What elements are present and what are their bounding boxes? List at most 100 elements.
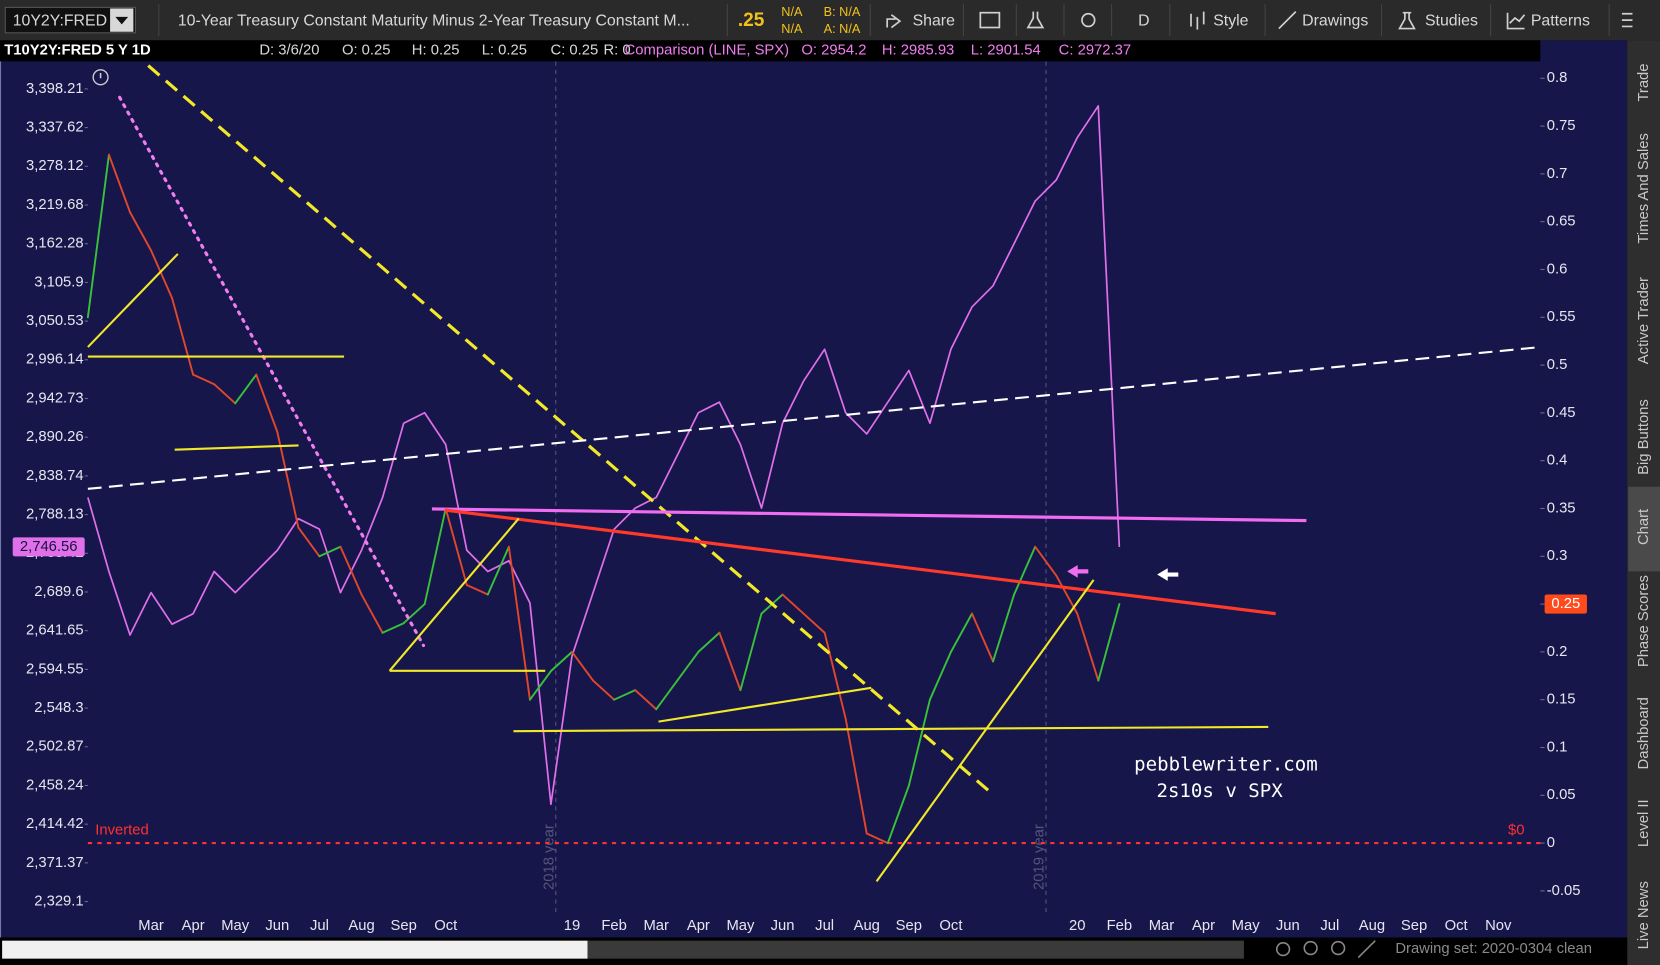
share-icon[interactable] (886, 14, 902, 29)
y-tick-label: 2,788.13 (26, 506, 84, 522)
y-tick-label: 3,105.9 (34, 274, 83, 290)
sidebar-tab[interactable]: Big Buttons (1636, 399, 1652, 475)
drawings-icon[interactable] (1278, 11, 1297, 30)
sidebar-tab[interactable]: Dashboard (1636, 697, 1652, 769)
zoom-in-icon[interactable] (1303, 940, 1318, 956)
series-segment (339, 545, 363, 596)
studies-icon[interactable] (1398, 11, 1416, 30)
scroll-track[interactable] (2, 940, 588, 959)
series-segment (507, 545, 531, 701)
y2-tick-label: 0.2 (1547, 644, 1568, 660)
sidebar-tab[interactable]: Phase Scores (1636, 575, 1652, 667)
symbol[interactable]: 10Y2Y:FRED (13, 12, 107, 29)
flask-icon[interactable] (1026, 11, 1045, 29)
drawings (87, 64, 1541, 883)
x-tick-label: Jul (815, 918, 834, 934)
trend-line (658, 686, 872, 723)
y-tick-label: 3,278.12 (26, 158, 84, 174)
x-tick-label: Apr (182, 918, 205, 934)
trend-line (388, 517, 520, 672)
series-segment (907, 698, 931, 787)
crosshair-icon[interactable] (1275, 941, 1291, 957)
y2-tick-label: 0.4 (1547, 453, 1568, 469)
trend-line (118, 95, 426, 648)
sidebar-tab[interactable]: Trade (1636, 63, 1652, 101)
series-segment (423, 507, 447, 606)
toolbar-button[interactable]: Share (913, 12, 956, 29)
y2-tick-label: 0.7 (1547, 166, 1568, 182)
sidebar-tab[interactable]: Active Trader (1636, 277, 1652, 364)
zoom-out-icon[interactable] (1331, 940, 1346, 956)
y2-tick-label: 0.65 (1547, 214, 1576, 230)
legend-stat: D: 3/6/20 (259, 43, 319, 59)
x-tick-label: Oct (1445, 918, 1468, 934)
plot-bg (0, 40, 1628, 938)
y2-tick-label: 0.45 (1547, 405, 1576, 421)
footer-icons (1275, 940, 1376, 959)
legend-stat: H: 2985.93 (882, 43, 954, 59)
toolbar-button[interactable]: D (1138, 12, 1149, 29)
series-segment (592, 679, 616, 701)
series-segment (781, 593, 805, 615)
quote: N/A (781, 22, 803, 36)
y2-tick-label: 0.15 (1547, 692, 1576, 708)
x-tick-label: May (1232, 918, 1261, 934)
y2-tick-label: 0.5 (1547, 357, 1568, 373)
legend-stat: L: 0.25 (482, 43, 527, 59)
legend-stat: H: 0.25 (412, 43, 460, 59)
series-segment (655, 679, 679, 711)
y-tick-label: 2,689.6 (34, 584, 83, 600)
x-tick-label: Mar (1149, 918, 1175, 934)
legend-bar (0, 40, 1541, 62)
series-segment (844, 717, 868, 835)
y-tick-label: 2,502.87 (26, 739, 84, 755)
draw-icon[interactable] (1357, 940, 1376, 959)
y-tick-label: 3,398.21 (26, 81, 84, 97)
series-segment (886, 784, 910, 845)
sidebar-tab[interactable]: Level II (1636, 799, 1652, 847)
x-tick-label: Sep (390, 918, 416, 934)
series-segment (381, 622, 405, 634)
toolbar-button[interactable]: Studies (1425, 12, 1478, 29)
sidebar-tab[interactable]: Live News (1636, 881, 1652, 949)
info-icon[interactable] (92, 69, 109, 86)
x-tick-label: Jul (1320, 918, 1339, 934)
x-tick-label: Mar (138, 918, 164, 934)
series-segment (150, 249, 174, 300)
drawing-set[interactable]: Drawing set: 2020-0304 clean (1395, 941, 1592, 957)
y2-tick-label: 0.75 (1547, 118, 1576, 134)
legend-stat: R: 0 (603, 43, 630, 59)
toolbar-button[interactable]: Drawings (1302, 12, 1368, 29)
y2-tick-label: 0.35 (1547, 500, 1576, 516)
y-tick-label: 2,548.3 (34, 700, 83, 716)
series-segment (676, 650, 700, 682)
scroll-thumb[interactable] (587, 940, 1244, 959)
y-tick-label: 2,371.37 (26, 855, 84, 871)
series-segment (360, 593, 384, 634)
x-tick-label: May (221, 918, 250, 934)
toolbar-button[interactable]: Style (1213, 12, 1248, 29)
panel-icon[interactable] (979, 11, 1001, 29)
sidebar-tab[interactable]: Chart (1636, 509, 1652, 545)
series-segment (213, 383, 237, 405)
menu-icon[interactable] (1621, 12, 1633, 28)
x-tick-label: Sep (1401, 918, 1427, 934)
legend-stat: O: 0.25 (342, 43, 391, 59)
series-segment (634, 689, 658, 711)
patterns-icon[interactable] (1506, 12, 1526, 30)
series-segment (297, 526, 321, 558)
style-icon[interactable] (1190, 11, 1205, 30)
sidebar-tab[interactable]: Times And Sales (1636, 133, 1652, 243)
settings-icon[interactable] (1081, 12, 1096, 28)
trend-line (875, 579, 1095, 883)
series-segment (444, 507, 468, 586)
y-tick-label: 3,219.68 (26, 197, 84, 213)
year-label: 2018 year (541, 824, 557, 890)
x-tick-label: Feb (1107, 918, 1133, 934)
series-segment (528, 670, 552, 701)
axes-layer: 3,398.21 3,337.62 3,278.12 3,219.68 3,162.28… (12, 70, 1587, 934)
y2-tick-label: 0.55 (1547, 309, 1576, 325)
toolbar-button[interactable]: Patterns (1531, 12, 1590, 29)
y-tick-label: 3,337.62 (26, 120, 84, 136)
